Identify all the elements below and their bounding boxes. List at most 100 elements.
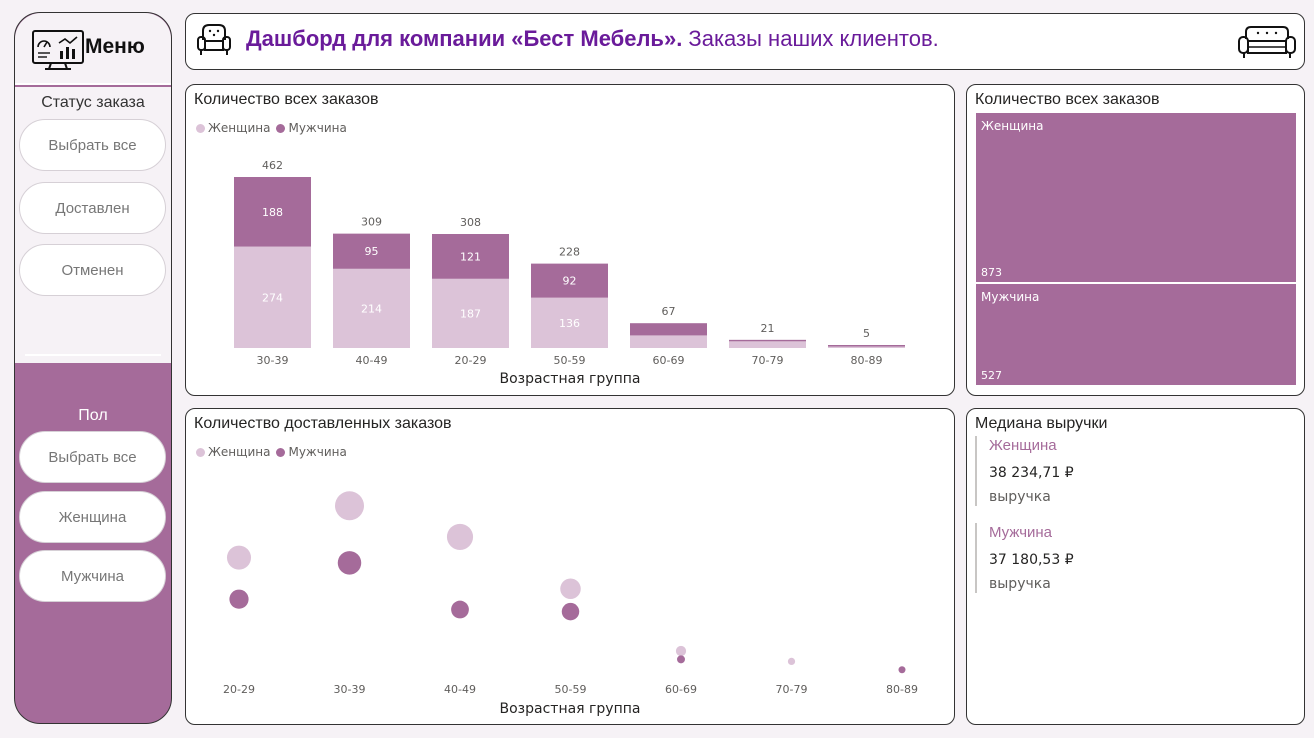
status-delivered-button[interactable]: Доставлен (19, 182, 166, 234)
bar-tick-50-59: 50-59 (554, 354, 586, 367)
scatter-legend-dot-male (276, 447, 286, 457)
page-title-rest: Заказы наших клиентов. (682, 26, 939, 51)
scatter-tick-40-49: 40-49 (444, 683, 476, 696)
scatter-legend-item-female[interactable]: Женщина (196, 445, 270, 459)
bar-male-40-49[interactable] (333, 233, 410, 269)
page-title-bold: Дашборд для компании «Бест Мебель». (246, 26, 683, 51)
menu-header: Меню (15, 13, 171, 85)
point-male-40-49[interactable] (451, 600, 469, 619)
median-label-male: выручка (989, 576, 1051, 592)
bar-male-80-89[interactable] (828, 345, 905, 347)
point-male-30-39[interactable] (337, 551, 362, 575)
bar-total-30-39: 462 (262, 159, 283, 172)
bar-label-male-40-49: 95 (365, 245, 379, 258)
bar-female-70-79[interactable] (729, 341, 806, 348)
bar-chart: 274 188 462 30-39 214 95 309 40-49 187 121 308 20-2… (234, 159, 905, 387)
treemap-title: Количество всех заказов (975, 91, 1160, 108)
delivered-orders-scatter-card: Количество доставленных заказов Женщина … (185, 408, 955, 725)
bar-label-female-30-39: 274 (262, 291, 283, 304)
treemap-value-female: 873 (981, 266, 1002, 279)
bar-tick-40-49: 40-49 (356, 354, 388, 367)
point-female-30-39[interactable] (335, 491, 364, 521)
bar-tick-20-29: 20-29 (455, 354, 487, 367)
scatter-legend-dot-female (196, 447, 205, 457)
dashboard-monitor-icon (32, 30, 84, 70)
gender-slicer-title: Пол (78, 407, 108, 424)
median-name-male: Мужчина (989, 524, 1053, 541)
bar-total-50-59: 228 (559, 246, 580, 259)
bar-male-30-39[interactable] (234, 177, 311, 247)
point-male-20-29[interactable] (229, 589, 249, 609)
treemap-block-male[interactable]: Мужчина 527 (976, 284, 1296, 385)
scatter-tick-80-89: 80-89 (886, 683, 918, 696)
treemap-block-female[interactable]: Женщина 873 (976, 113, 1296, 282)
median-title: Медиана выручки (975, 415, 1108, 432)
scatter-tick-30-39: 30-39 (334, 683, 366, 696)
bar-female-80-89[interactable] (828, 346, 905, 349)
scatter-legend-label-female: Женщина (208, 445, 271, 459)
point-female-20-29[interactable] (226, 545, 252, 570)
legend-dot-male (276, 123, 286, 133)
bar-total-70-79: 21 (761, 322, 775, 335)
all-orders-treemap-card: Количество всех заказов Женщина 873 Мужч… (966, 84, 1305, 396)
gender-female-button[interactable]: Женщина (19, 491, 166, 543)
point-male-60-69[interactable] (677, 655, 685, 664)
bar-x-axis-label: Возрастная группа (500, 371, 641, 387)
bar-label-male-20-29: 121 (460, 250, 481, 263)
scatter-chart: 20-29 30-39 40-49 50-59 60-69 70-79 80-89 Возра… (223, 491, 918, 717)
scatter-chart-legend: Женщина Мужчина (196, 445, 347, 459)
bar-female-60-69[interactable] (630, 335, 707, 348)
median-group-female: Женщина 38 234,71 ₽ выручка (975, 436, 1074, 506)
status-select-all-button[interactable]: Выбрать все (19, 119, 166, 171)
bar-female-30-39[interactable] (234, 246, 311, 348)
bar-total-20-29: 308 (460, 216, 481, 229)
bar-tick-30-39: 30-39 (257, 354, 289, 367)
scatter-tick-60-69: 60-69 (665, 683, 697, 696)
bar-total-60-69: 67 (662, 305, 676, 318)
scatter-x-axis-label: Возрастная группа (500, 701, 641, 717)
status-cancelled-button[interactable]: Отменен (19, 244, 166, 296)
median-value-male: 37 180,53 ₽ (989, 552, 1074, 568)
bar-total-80-89: 5 (863, 327, 870, 340)
median-name-female: Женщина (989, 437, 1057, 454)
bar-label-male-30-39: 188 (262, 206, 283, 219)
treemap-label-male: Мужчина (981, 290, 1040, 304)
scatter-tick-70-79: 70-79 (776, 683, 808, 696)
bar-male-50-59[interactable] (531, 263, 608, 298)
scatter-chart-title: Количество доставленных заказов (194, 415, 452, 432)
header-bar: Дашборд для компании «Бест Мебель». Зака… (185, 13, 1305, 70)
bar-tick-70-79: 70-79 (752, 354, 784, 367)
gender-male-button[interactable]: Мужчина (19, 550, 166, 602)
bar-male-70-79[interactable] (729, 339, 806, 342)
bar-female-40-49[interactable] (333, 268, 410, 348)
scatter-legend-item-male[interactable]: Мужчина (276, 445, 347, 459)
gender-select-all-button[interactable]: Выбрать все (19, 431, 166, 483)
point-female-70-79[interactable] (787, 657, 796, 666)
legend-item-female[interactable]: Женщина (196, 121, 270, 135)
sidebar: Меню Статус заказа Выбрать все Доставлен… (14, 12, 172, 724)
point-female-50-59[interactable] (560, 578, 581, 600)
point-male-80-89[interactable] (898, 666, 906, 674)
scatter-tick-20-29: 20-29 (223, 683, 255, 696)
bar-label-female-50-59: 136 (559, 317, 580, 330)
bar-total-40-49: 309 (361, 216, 382, 229)
status-slicer-title: Статус заказа (41, 94, 145, 111)
sofa-icon (1238, 26, 1296, 58)
point-female-40-49[interactable] (446, 523, 474, 550)
sidebar-divider (25, 354, 161, 356)
legend-item-male[interactable]: Мужчина (276, 121, 347, 135)
bar-chart-title: Количество всех заказов (194, 91, 379, 108)
bar-male-60-69[interactable] (630, 323, 707, 336)
median-label-female: выручка (989, 489, 1051, 505)
bar-tick-80-89: 80-89 (851, 354, 883, 367)
bar-male-20-29[interactable] (432, 234, 509, 279)
treemap-value-male: 527 (981, 369, 1002, 382)
point-male-50-59[interactable] (561, 602, 580, 621)
bar-label-female-20-29: 187 (460, 307, 481, 320)
point-female-60-69[interactable] (675, 645, 687, 657)
menu-label: Меню (85, 35, 145, 58)
legend-dot-female (196, 123, 205, 133)
bar-chart-legend: Женщина Мужчина (196, 121, 347, 135)
bar-female-50-59[interactable] (531, 297, 608, 348)
bar-female-20-29[interactable] (432, 278, 509, 348)
